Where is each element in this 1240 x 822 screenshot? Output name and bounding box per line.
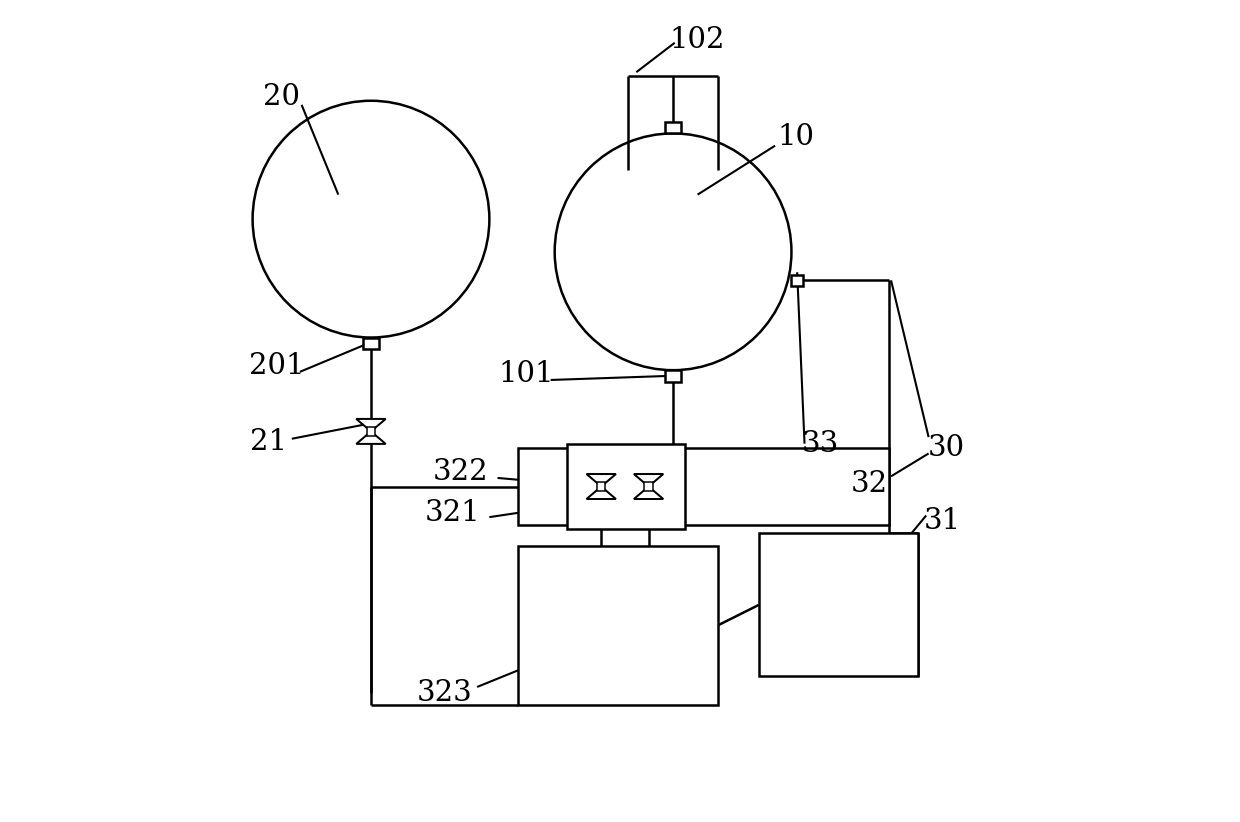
- Bar: [518, 546, 718, 705]
- Polygon shape: [634, 487, 663, 499]
- Bar: [367, 427, 374, 436]
- Bar: [759, 533, 918, 677]
- Bar: [791, 275, 802, 286]
- Polygon shape: [587, 474, 616, 487]
- Bar: [363, 338, 379, 349]
- Text: 32: 32: [851, 470, 888, 498]
- Bar: [598, 483, 605, 491]
- Bar: [665, 370, 681, 381]
- Text: 33: 33: [801, 430, 838, 458]
- Circle shape: [253, 101, 490, 338]
- Text: 30: 30: [928, 434, 965, 462]
- Bar: [665, 122, 681, 133]
- Text: 323: 323: [417, 679, 472, 707]
- Bar: [518, 448, 889, 525]
- Text: 101: 101: [498, 360, 554, 388]
- Text: 201: 201: [249, 352, 305, 380]
- Polygon shape: [356, 419, 386, 432]
- Bar: [567, 444, 686, 529]
- Circle shape: [554, 133, 791, 370]
- Text: 321: 321: [425, 499, 480, 527]
- Text: 102: 102: [670, 25, 725, 53]
- Bar: [645, 483, 652, 491]
- Text: 21: 21: [250, 428, 288, 456]
- Polygon shape: [356, 432, 386, 444]
- Text: 31: 31: [924, 507, 961, 535]
- Text: 10: 10: [777, 123, 813, 151]
- Polygon shape: [634, 474, 663, 487]
- Text: 20: 20: [263, 83, 300, 111]
- Text: 322: 322: [433, 458, 489, 487]
- Polygon shape: [587, 487, 616, 499]
